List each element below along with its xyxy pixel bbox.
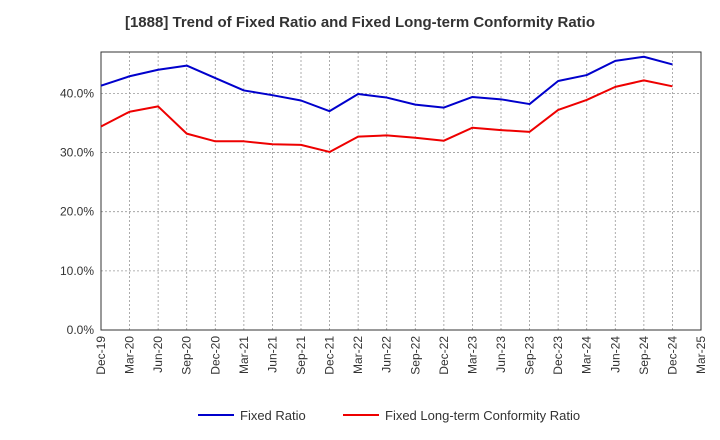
x-tick-label: Jun-24 [608,336,622,373]
x-tick-label: Jun-20 [151,336,165,373]
x-tick-label: Dec-19 [94,336,108,375]
x-tick-label: Sep-24 [637,336,651,375]
x-tick-label: Dec-23 [551,336,565,375]
x-tick-label: Mar-24 [580,336,594,374]
x-tick-labels: Dec-19 Mar-20 Jun-20 Sep-20 Dec-20 Mar-21 Jun-… [94,336,708,375]
x-tick-label: Mar-22 [351,336,365,374]
x-tick-label: Dec-24 [665,336,679,375]
series-line-fixed-long-term-conformity-ratio [100,79,673,153]
x-tick-label: Jun-21 [265,336,279,373]
plot-frame [100,51,702,331]
x-tick-label: Mar-23 [465,336,479,374]
x-tick-label: Dec-21 [323,336,337,375]
y-tick-label: 10.0% [60,264,94,278]
chart-title: [1888] Trend of Fixed Ratio and Fixed Lo… [124,14,596,31]
y-tick-label: 40.0% [60,86,94,100]
x-tick-label: Mar-25 [694,336,708,374]
x-tick-label: Mar-20 [123,336,137,374]
series-line-fixed-ratio [100,55,673,113]
x-tick-label: Mar-21 [237,336,251,374]
y-tick-label: 30.0% [60,146,94,160]
y-tick-label: 0.0% [67,323,95,337]
y-tick-label: 20.0% [60,205,94,219]
x-tick-label: Sep-23 [523,336,537,375]
data-series [100,55,673,153]
x-tick-label: Jun-22 [380,336,394,373]
axes [100,51,702,331]
x-tick-label: Dec-22 [437,336,451,375]
x-tick-label: Sep-21 [294,336,308,375]
x-tick-label: Sep-20 [180,336,194,375]
legend: Fixed Ratio Fixed Long-term Conformity Ra… [198,408,580,423]
y-tick-labels: 0.0% 10.0% 20.0% 30.0% 40.0% [60,86,94,337]
legend-label: Fixed Ratio [240,408,306,423]
x-tick-label: Sep-22 [408,336,422,375]
grid-lines [101,52,702,330]
x-tick-label: Dec-20 [208,336,222,375]
x-tick-label: Jun-23 [494,336,508,373]
legend-label: Fixed Long-term Conformity Ratio [385,408,580,423]
